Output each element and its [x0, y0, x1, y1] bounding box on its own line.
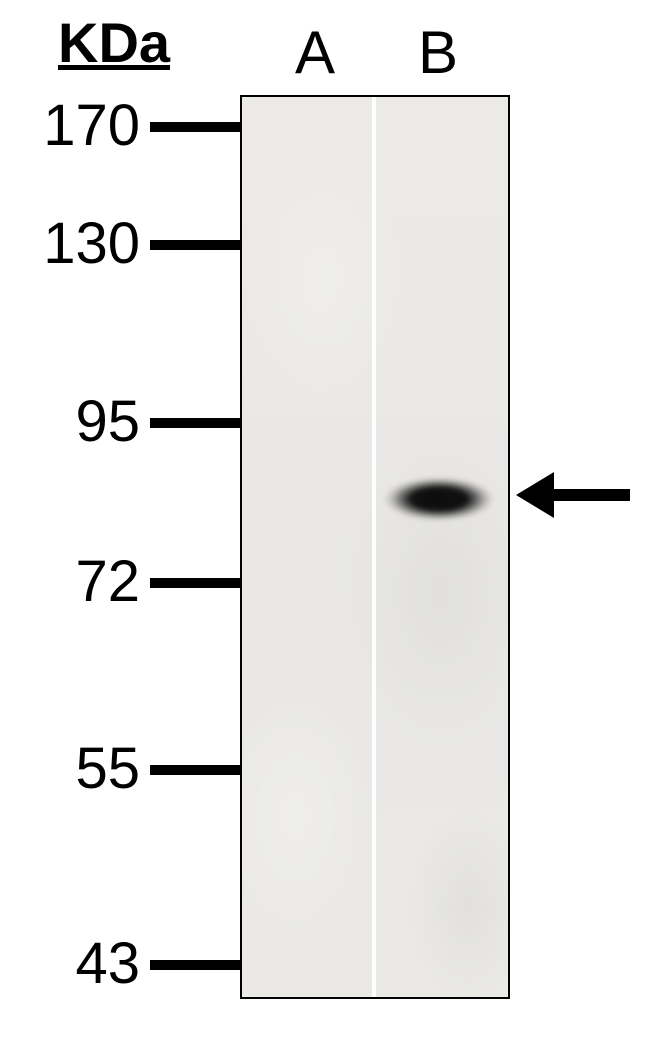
marker-label-43: 43 [55, 930, 140, 997]
marker-tick-55 [150, 765, 240, 775]
blot-membrane [240, 95, 510, 999]
marker-label-170: 170 [30, 92, 140, 159]
lane-divider [372, 97, 376, 997]
marker-label-72: 72 [55, 548, 140, 615]
marker-tick-130 [150, 240, 240, 250]
marker-tick-43 [150, 960, 240, 970]
marker-tick-170 [150, 122, 240, 132]
marker-tick-72 [150, 578, 240, 588]
lane-label-a: A [295, 18, 335, 87]
marker-label-130: 130 [30, 210, 140, 277]
marker-label-55: 55 [55, 735, 140, 802]
marker-tick-95 [150, 418, 240, 428]
band-arrow-head-icon [516, 472, 554, 518]
lane-label-b: B [418, 18, 458, 87]
western-blot-figure: KDa A B 170 130 95 72 55 43 [0, 0, 650, 1040]
band-arrow-shaft [550, 489, 630, 501]
marker-label-95: 95 [55, 388, 140, 455]
protein-band-lane-b [384, 477, 494, 521]
kda-axis-title: KDa [58, 10, 170, 75]
